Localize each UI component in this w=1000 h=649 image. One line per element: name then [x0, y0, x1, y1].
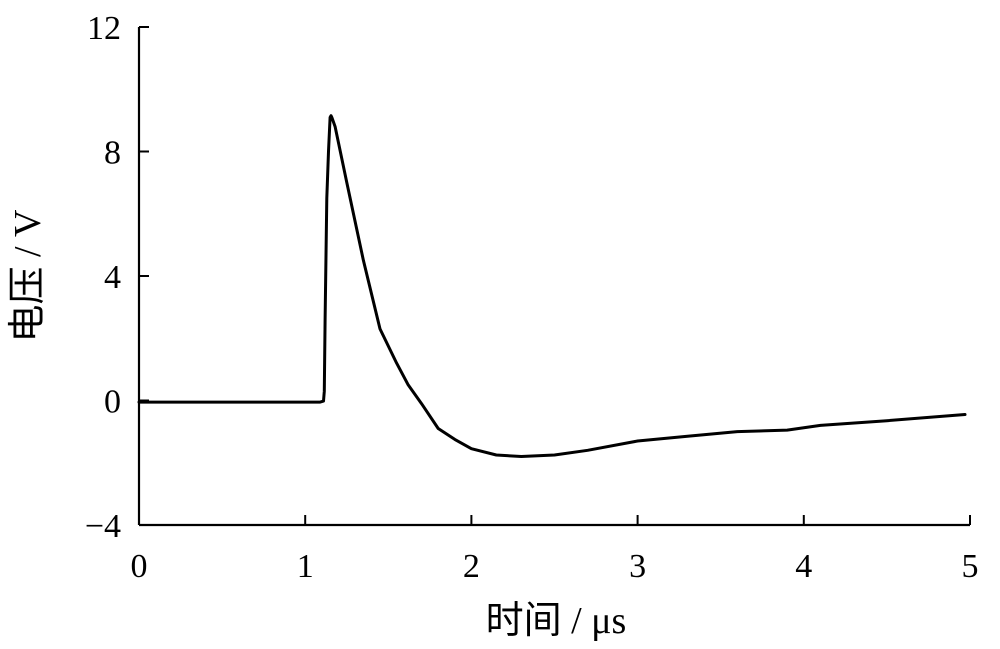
x-tick-label: 3	[629, 548, 646, 585]
series-line-1	[137, 114, 967, 458]
axes	[137, 27, 970, 527]
x-tick-label: 2	[463, 548, 480, 585]
x-axis-title: 时间 / μs	[486, 600, 627, 642]
x-tick-label: 4	[795, 548, 812, 585]
x-tick-label: 0	[131, 548, 148, 585]
y-tick-label: 8	[104, 135, 121, 172]
y-tick-label: 0	[104, 384, 121, 421]
x-tick-label: 1	[297, 548, 314, 585]
y-tick-label: −4	[85, 508, 121, 545]
y-axis-title: 电压 / V	[7, 209, 49, 343]
y-tick-label: 12	[87, 10, 121, 47]
x-tick-label: 5	[962, 548, 979, 585]
y-tick-label: 4	[104, 259, 121, 296]
series-group	[137, 114, 967, 458]
